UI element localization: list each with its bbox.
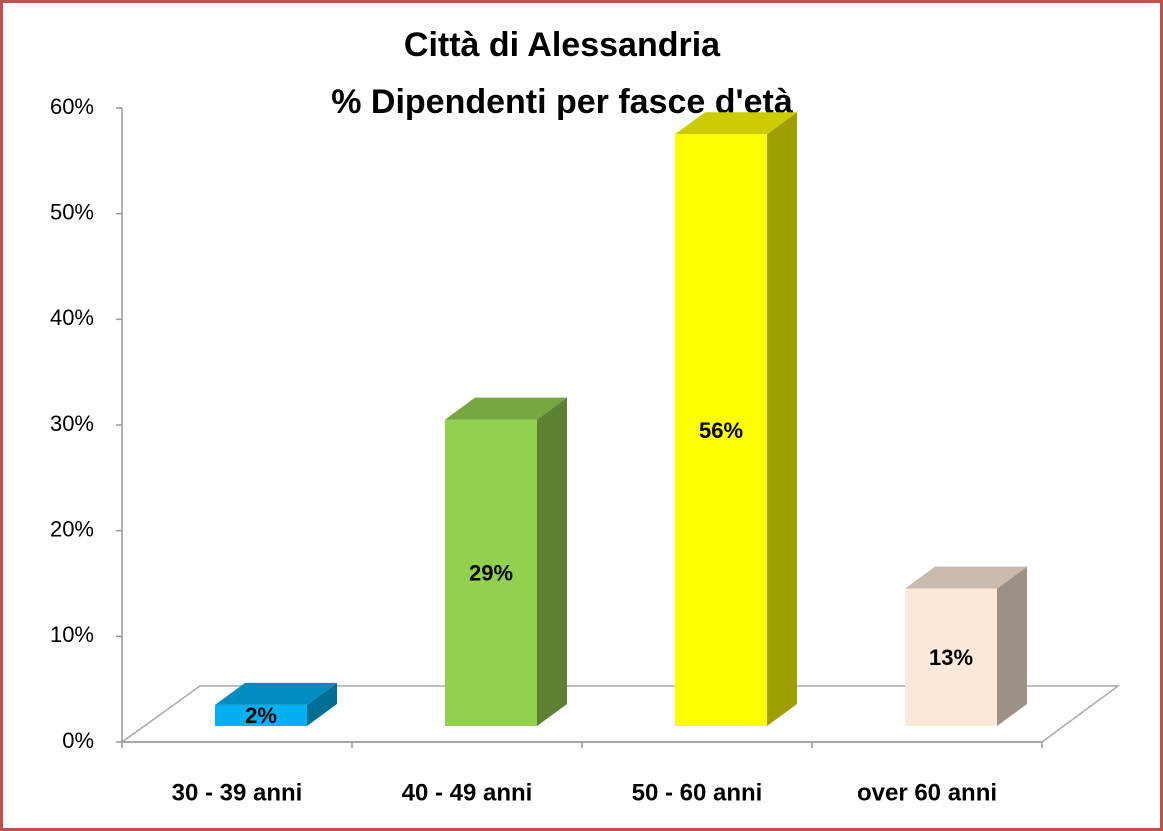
y-tick-label: 20% (50, 516, 94, 541)
bar-top (675, 112, 797, 135)
y-tick-label: 40% (50, 305, 94, 330)
y-tick-label: 50% (50, 199, 94, 224)
bar (905, 588, 997, 726)
value-label: 29% (469, 561, 513, 586)
y-tick-label: 10% (50, 622, 94, 647)
value-label: 13% (929, 645, 973, 670)
y-tick-label: 60% (50, 94, 94, 119)
y-tick-label: 30% (50, 411, 94, 436)
bar-side (997, 566, 1027, 726)
bar-top (215, 682, 337, 705)
y-tick-label: 0% (62, 728, 94, 753)
x-tick-label: 50 - 60 anni (632, 779, 763, 806)
chart-title: Città di Alessandria (404, 26, 721, 64)
value-label: 2% (245, 703, 277, 728)
bar (215, 704, 307, 726)
bar-side (537, 397, 567, 726)
bar-side (767, 112, 797, 727)
x-tick-label: 30 - 39 anni (172, 779, 303, 806)
bar-side (307, 682, 337, 726)
value-label: 56% (699, 418, 743, 443)
bar-top (905, 566, 1027, 589)
bar (445, 419, 537, 726)
bar (675, 134, 767, 726)
x-tick-label: over 60 anni (857, 779, 997, 806)
x-tick-label: 40 - 49 anni (402, 779, 533, 806)
bar-top (445, 397, 567, 420)
